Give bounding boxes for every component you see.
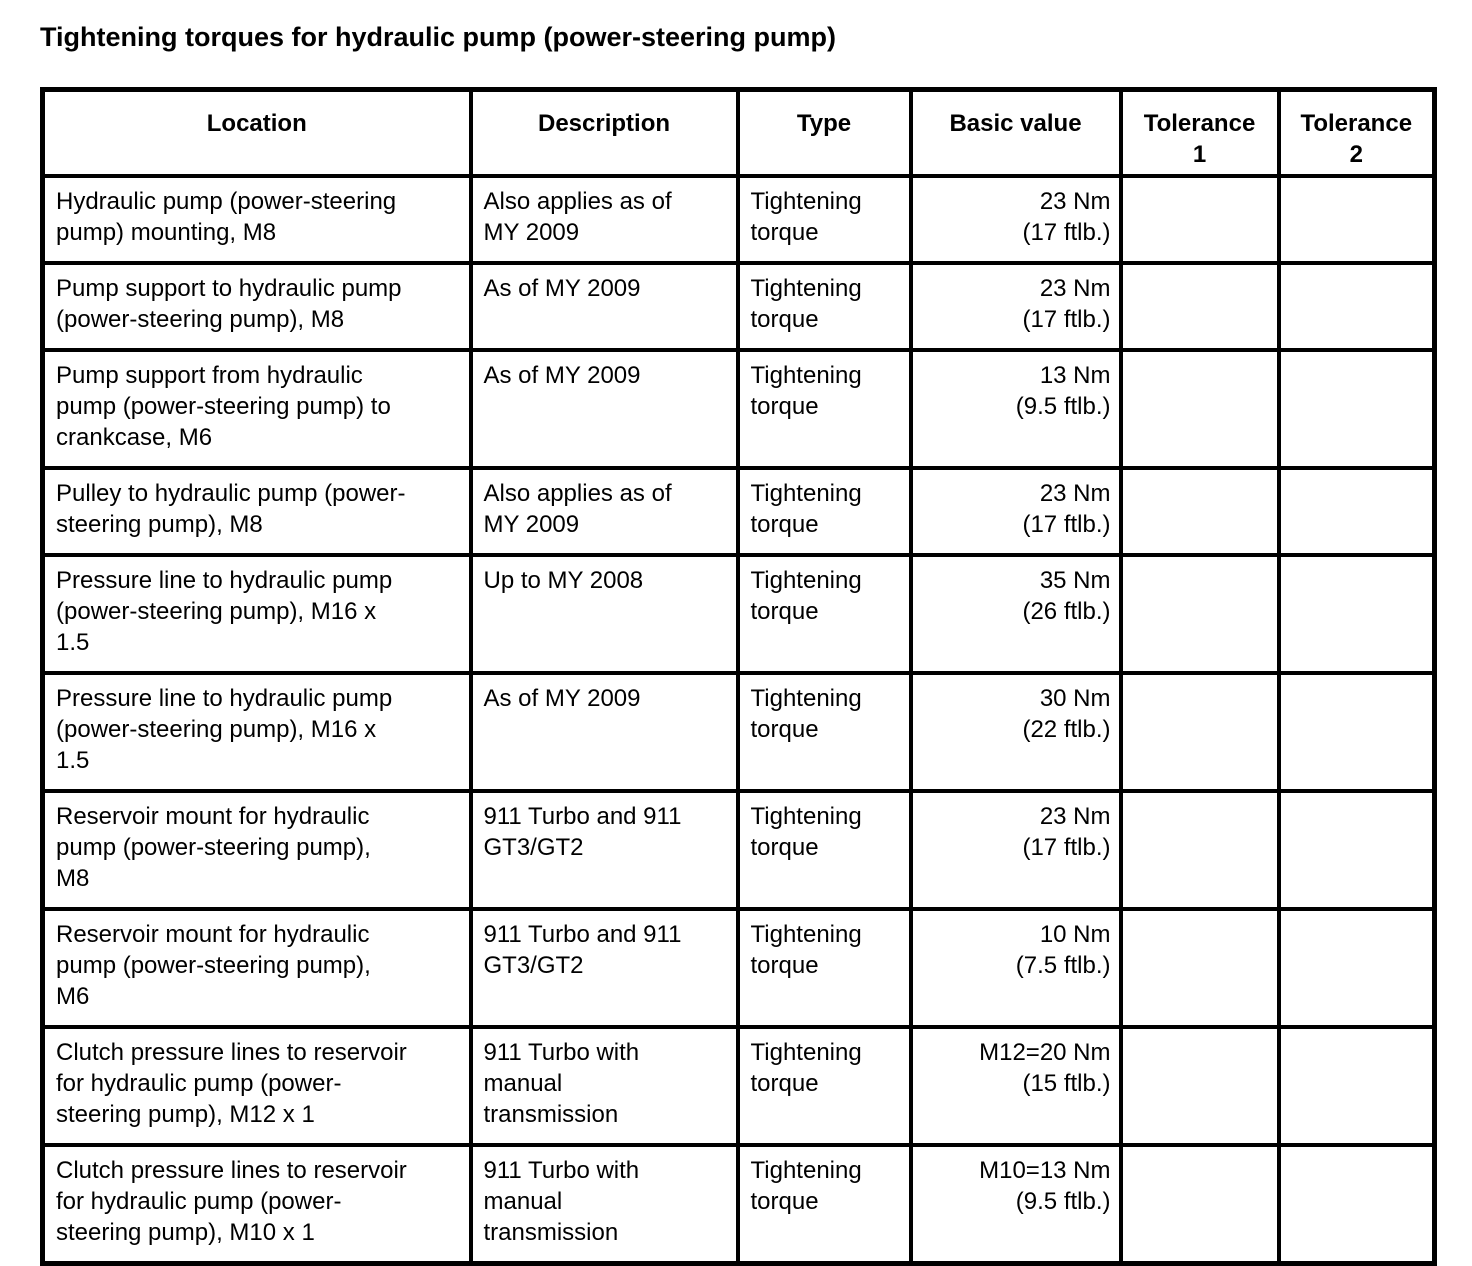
column-header-tolerance-2: Tolerance 2 [1276,87,1437,178]
cell-tolerance-2 [1276,261,1437,352]
cell-tolerance-2 [1276,174,1437,265]
table-row: Clutch pressure lines to reservoir for h… [40,1025,1437,1147]
cell-tolerance-1 [1118,1143,1281,1266]
cell-description: 911 Turbo and 911 GT3/GT2 [468,789,740,911]
cell-description: As of MY 2009 [468,348,740,470]
cell-tolerance-1 [1118,907,1281,1029]
cell-description: Up to MY 2008 [468,553,740,675]
column-header-location: Location [40,87,473,178]
cell-basic-value: 23 Nm (17 ftlb.) [908,466,1123,557]
cell-type: Tightening torque [735,174,913,265]
table-body: Hydraulic pump (power-steering pump) mou… [40,174,1437,1266]
cell-type: Tightening torque [735,789,913,911]
cell-location: Pressure line to hydraulic pump (power-s… [40,671,473,793]
cell-tolerance-2 [1276,671,1437,793]
cell-tolerance-2 [1276,789,1437,911]
cell-type: Tightening torque [735,261,913,352]
cell-tolerance-2 [1276,1143,1437,1266]
cell-type: Tightening torque [735,907,913,1029]
cell-tolerance-1 [1118,671,1281,793]
cell-type: Tightening torque [735,1143,913,1266]
cell-description: 911 Turbo with manual transmission [468,1143,740,1266]
cell-basic-value: 10 Nm (7.5 ftlb.) [908,907,1123,1029]
cell-tolerance-2 [1276,553,1437,675]
table-row: Clutch pressure lines to reservoir for h… [40,1143,1437,1266]
cell-description: Also applies as of MY 2009 [468,174,740,265]
table-row: Reservoir mount for hydraulic pump (powe… [40,907,1437,1029]
cell-description: 911 Turbo with manual transmission [468,1025,740,1147]
cell-tolerance-1 [1118,553,1281,675]
cell-tolerance-1 [1118,174,1281,265]
cell-basic-value: 13 Nm (9.5 ftlb.) [908,348,1123,470]
cell-basic-value: 30 Nm (22 ftlb.) [908,671,1123,793]
cell-tolerance-1 [1118,466,1281,557]
table-row: Pressure line to hydraulic pump (power-s… [40,553,1437,675]
cell-tolerance-1 [1118,348,1281,470]
cell-basic-value: M12=20 Nm (15 ftlb.) [908,1025,1123,1147]
cell-basic-value: M10=13 Nm (9.5 ftlb.) [908,1143,1123,1266]
cell-basic-value: 23 Nm (17 ftlb.) [908,261,1123,352]
cell-tolerance-2 [1276,466,1437,557]
cell-tolerance-2 [1276,907,1437,1029]
cell-type: Tightening torque [735,671,913,793]
cell-type: Tightening torque [735,1025,913,1147]
column-header-basic-value: Basic value [908,87,1123,178]
cell-tolerance-2 [1276,1025,1437,1147]
cell-description: As of MY 2009 [468,671,740,793]
cell-tolerance-1 [1118,261,1281,352]
cell-location: Pump support to hydraulic pump (power-st… [40,261,473,352]
header-row: Location Description Type Basic value To… [40,87,1437,178]
table-row: Hydraulic pump (power-steering pump) mou… [40,174,1437,265]
cell-location: Hydraulic pump (power-steering pump) mou… [40,174,473,265]
cell-tolerance-2 [1276,348,1437,470]
cell-type: Tightening torque [735,466,913,557]
cell-type: Tightening torque [735,553,913,675]
cell-location: Pressure line to hydraulic pump (power-s… [40,553,473,675]
column-header-type: Type [735,87,913,178]
cell-location: Reservoir mount for hydraulic pump (powe… [40,907,473,1029]
page-title: Tightening torques for hydraulic pump (p… [40,22,837,52]
table-header: Location Description Type Basic value To… [40,87,1437,178]
column-header-tolerance-1: Tolerance 1 [1118,87,1281,178]
cell-location: Clutch pressure lines to reservoir for h… [40,1143,473,1266]
tightening-torques-table: Location Description Type Basic value To… [40,87,1437,1266]
cell-description: As of MY 2009 [468,261,740,352]
column-header-description: Description [468,87,740,178]
cell-location: Clutch pressure lines to reservoir for h… [40,1025,473,1147]
cell-location: Reservoir mount for hydraulic pump (powe… [40,789,473,911]
cell-description: 911 Turbo and 911 GT3/GT2 [468,907,740,1029]
cell-type: Tightening torque [735,348,913,470]
cell-tolerance-1 [1118,789,1281,911]
cell-basic-value: 35 Nm (26 ftlb.) [908,553,1123,675]
table-row: Reservoir mount for hydraulic pump (powe… [40,789,1437,911]
cell-location: Pump support from hydraulic pump (power-… [40,348,473,470]
cell-tolerance-1 [1118,1025,1281,1147]
cell-basic-value: 23 Nm (17 ftlb.) [908,174,1123,265]
cell-basic-value: 23 Nm (17 ftlb.) [908,789,1123,911]
table-row: Pressure line to hydraulic pump (power-s… [40,671,1437,793]
cell-location: Pulley to hydraulic pump (power- steerin… [40,466,473,557]
table-row: Pulley to hydraulic pump (power- steerin… [40,466,1437,557]
table-row: Pump support from hydraulic pump (power-… [40,348,1437,470]
table-row: Pump support to hydraulic pump (power-st… [40,261,1437,352]
cell-description: Also applies as of MY 2009 [468,466,740,557]
